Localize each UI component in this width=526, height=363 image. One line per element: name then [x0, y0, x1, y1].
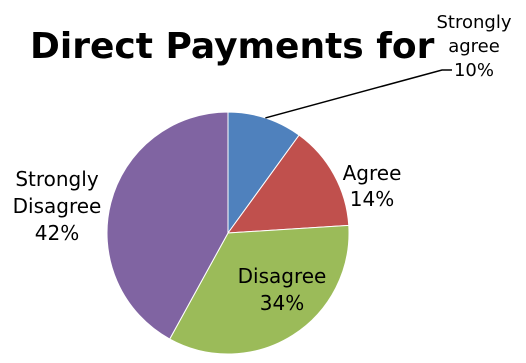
pie-slice-strongly-agree — [227, 111, 300, 235]
data-label-agree: Agree 14% — [343, 161, 402, 211]
pie-slice-agree — [226, 134, 350, 234]
pie-slice-strongly-disagree — [106, 111, 229, 340]
data-label-strongly-disagree: Strongly Disagree 42% — [13, 167, 102, 245]
leader-line-strongly-agree — [265, 69, 452, 119]
data-label-strongly-agree: Strongly agree 10% — [437, 12, 512, 81]
chart-title: Direct Payments for — [30, 26, 435, 67]
data-label-disagree: Disagree 34% — [238, 264, 327, 315]
